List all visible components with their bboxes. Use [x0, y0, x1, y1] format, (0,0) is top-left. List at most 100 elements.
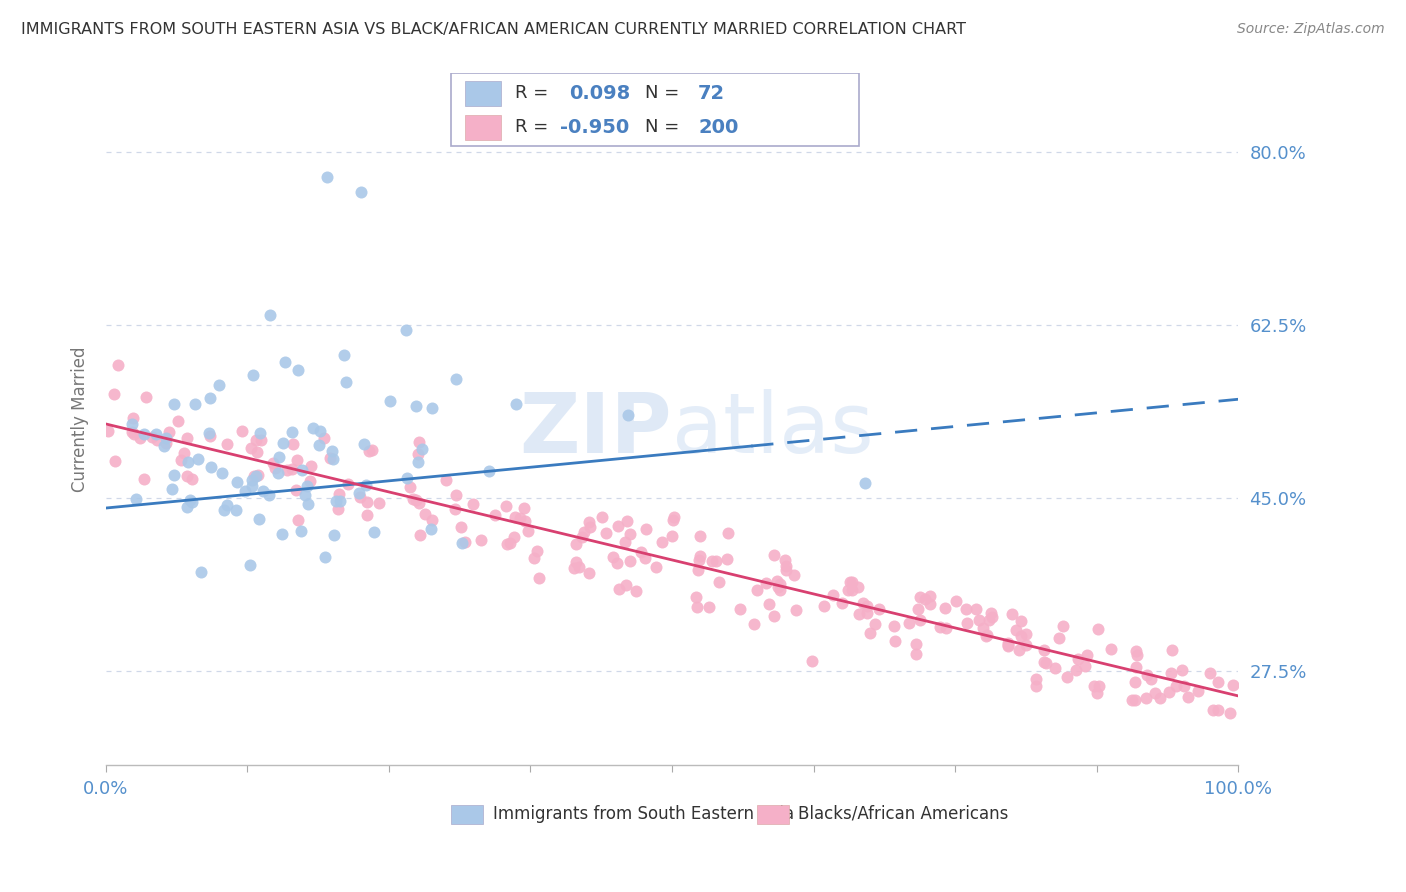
Point [837, 583, 859, 598]
Point [1035, 656, 1057, 670]
Point [406, 455, 429, 469]
Point [1067, 651, 1090, 665]
Point [413, 507, 436, 521]
Point [716, 551, 738, 566]
Point [591, 510, 613, 524]
Point [997, 639, 1019, 653]
Point [813, 599, 835, 614]
Point [323, 527, 346, 541]
Point [965, 602, 987, 616]
Text: IMMIGRANTS FROM SOUTH EASTERN ASIA VS BLACK/AFRICAN AMERICAN CURRENTLY MARRIED C: IMMIGRANTS FROM SOUTH EASTERN ASIA VS BL… [21, 22, 966, 37]
Point [1005, 623, 1028, 637]
Point [773, 553, 796, 567]
Point [564, 537, 586, 551]
Point [262, 456, 284, 470]
Point [187, 452, 209, 467]
Point [636, 522, 658, 536]
Point [1125, 660, 1147, 674]
Point [190, 565, 212, 579]
Point [132, 472, 155, 486]
FancyBboxPatch shape [465, 80, 501, 106]
Point [329, 494, 352, 508]
Point [420, 401, 443, 415]
Point [1136, 668, 1159, 682]
Point [661, 529, 683, 543]
Point [515, 515, 537, 529]
Point [513, 500, 536, 515]
Point [1219, 706, 1241, 720]
Point [856, 606, 879, 620]
Point [1173, 679, 1195, 693]
Point [155, 431, 177, 445]
Point [910, 591, 932, 605]
Point [454, 534, 477, 549]
Point [1073, 658, 1095, 673]
Point [852, 596, 875, 610]
Point [929, 619, 952, 633]
Point [619, 554, 641, 568]
Point [997, 636, 1019, 650]
Point [606, 556, 628, 570]
Point [245, 468, 267, 483]
Point [505, 397, 527, 411]
Point [868, 602, 890, 616]
Point [907, 602, 929, 616]
Point [405, 399, 427, 413]
Point [1170, 663, 1192, 677]
Point [1135, 691, 1157, 706]
Point [1052, 619, 1074, 633]
Point [129, 430, 152, 444]
Point [215, 498, 238, 512]
Point [1015, 639, 1038, 653]
Point [685, 590, 707, 604]
Point [821, 588, 844, 602]
Text: Blacks/African Americans: Blacks/African Americans [797, 805, 1008, 822]
Point [617, 408, 640, 422]
Point [444, 502, 467, 516]
Point [697, 600, 720, 615]
Point [496, 536, 519, 550]
Point [176, 500, 198, 515]
Point [322, 452, 344, 467]
Point [239, 558, 262, 572]
FancyBboxPatch shape [465, 115, 501, 140]
Point [1159, 685, 1181, 699]
Point [349, 490, 371, 504]
Text: R =: R = [515, 85, 548, 103]
Point [1010, 630, 1032, 644]
Point [368, 496, 391, 510]
Point [287, 362, 309, 376]
Point [1222, 678, 1244, 692]
Point [775, 563, 797, 577]
Point [728, 602, 751, 616]
Point [614, 535, 637, 549]
Point [302, 421, 325, 435]
Point [976, 628, 998, 642]
Point [745, 582, 768, 597]
Point [295, 478, 318, 492]
Point [287, 452, 309, 467]
Point [318, 451, 340, 466]
Point [1087, 622, 1109, 636]
Point [328, 487, 350, 501]
Point [315, 169, 337, 184]
Point [294, 488, 316, 502]
Point [141, 430, 163, 444]
Point [240, 473, 263, 487]
Text: atlas: atlas [672, 389, 873, 470]
Point [846, 581, 869, 595]
Point [662, 510, 685, 524]
Point [363, 524, 385, 539]
Point [934, 601, 956, 615]
Point [616, 515, 638, 529]
Point [974, 629, 997, 643]
Point [290, 524, 312, 538]
Point [1206, 675, 1229, 690]
Point [568, 560, 591, 574]
Point [409, 528, 432, 542]
Point [839, 575, 862, 590]
Point [353, 437, 375, 451]
Point [299, 474, 322, 488]
Point [1083, 680, 1105, 694]
Point [408, 434, 430, 449]
